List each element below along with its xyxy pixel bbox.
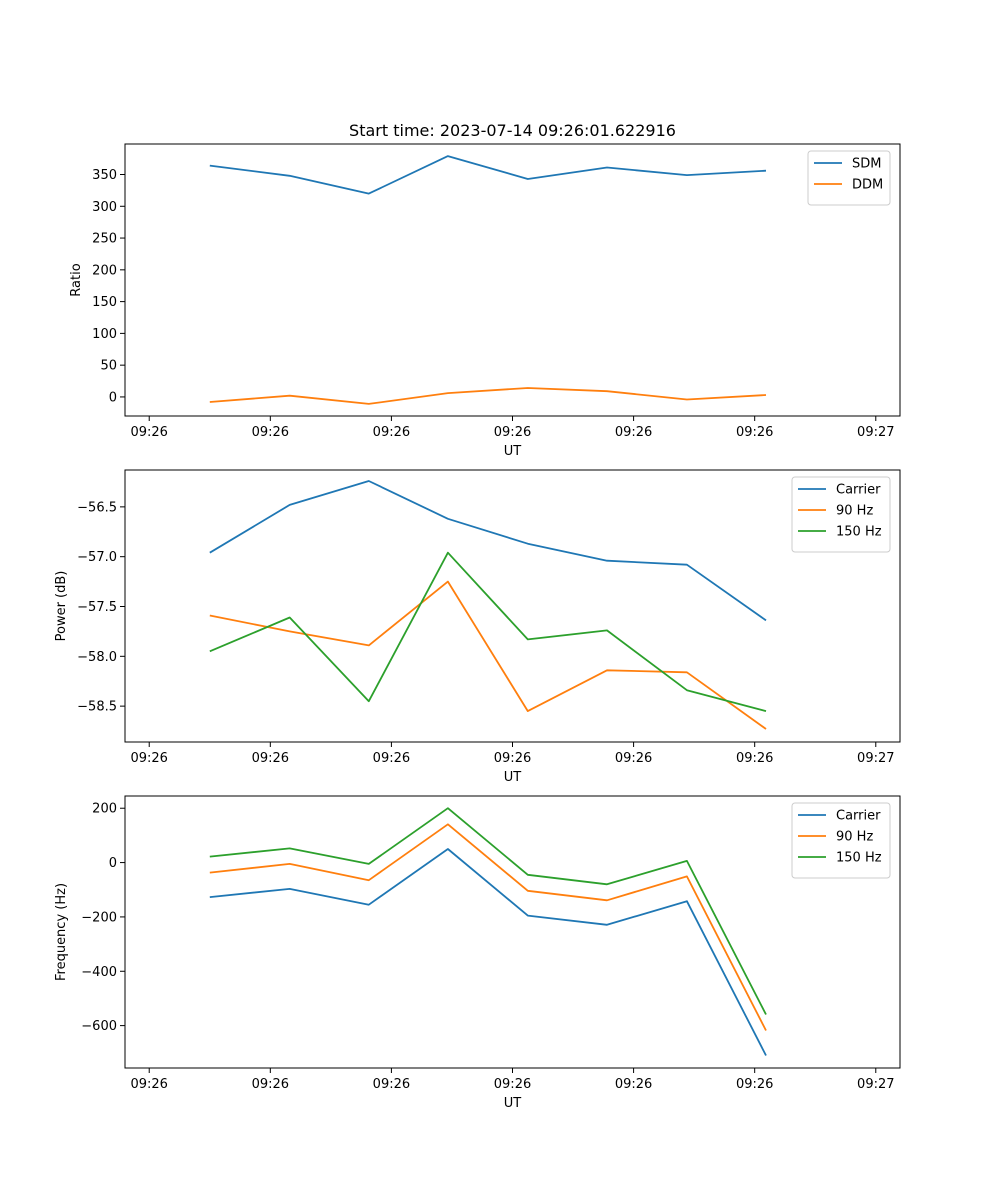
x-tick-label: 09:27 <box>857 1077 894 1092</box>
series-line-150-hz <box>209 807 767 1015</box>
y-axis-label: Ratio <box>69 263 84 296</box>
series-line-150-hz <box>209 551 767 712</box>
x-tick-label: 09:26 <box>252 751 289 766</box>
legend-label: Carrier <box>836 809 881 824</box>
y-tick-label: 0 <box>109 390 117 405</box>
x-tick-label: 09:26 <box>494 751 531 766</box>
y-tick-label: −57.5 <box>77 600 117 615</box>
x-tick-label: 09:26 <box>373 425 410 440</box>
x-tick-label: 09:26 <box>615 751 652 766</box>
y-tick-label: −400 <box>81 965 117 980</box>
legend-label: SDM <box>852 157 881 172</box>
series-line-carrier <box>209 848 767 1056</box>
panel-2: 09:26 09:26 09:26 09:26 09:26 09:26 09:27 −58.5… <box>54 469 901 785</box>
legend: Carrier 90 Hz 150 Hz <box>791 476 891 553</box>
x-axis-label: UT <box>504 444 522 459</box>
x-tick-label: 09:26 <box>736 425 773 440</box>
legend-label: 150 Hz <box>836 851 882 866</box>
y-tick-label: 50 <box>100 359 117 374</box>
x-tick-label: 09:27 <box>857 425 894 440</box>
axes-frame <box>124 469 901 743</box>
legend-box <box>791 802 891 879</box>
y-tick-label: −58.5 <box>77 700 117 715</box>
legend-label: 90 Hz <box>836 830 873 845</box>
y-tick-label: −200 <box>81 910 117 925</box>
x-tick-label: 09:26 <box>494 425 531 440</box>
y-tick-label: 200 <box>92 263 117 278</box>
series-line-90-hz <box>209 823 767 1031</box>
panel-1: Start time: 2023-07-14 09:26:01.622916 09… <box>69 121 901 459</box>
x-tick-label: 09:26 <box>130 751 167 766</box>
x-axis-label: UT <box>504 770 522 785</box>
legend-box <box>791 476 891 553</box>
x-tick-label: 09:26 <box>373 751 410 766</box>
x-axis-label: UT <box>504 1096 522 1111</box>
y-tick-label: 200 <box>92 802 117 817</box>
x-tick-label: 09:27 <box>857 751 894 766</box>
series-line-ddm <box>209 387 767 405</box>
legend: Carrier 90 Hz 150 Hz <box>791 802 891 879</box>
series-line-sdm <box>209 155 767 195</box>
y-tick-label: 150 <box>92 295 117 310</box>
y-tick-label: 0 <box>109 856 117 871</box>
x-tick-label: 09:26 <box>130 1077 167 1092</box>
axes-frame <box>124 795 901 1069</box>
y-axis-label: Frequency (Hz) <box>54 883 69 981</box>
legend-label: DDM <box>852 178 883 193</box>
y-tick-label: −56.5 <box>77 500 117 515</box>
y-tick-label: 300 <box>92 200 117 215</box>
x-tick-label: 09:26 <box>130 425 167 440</box>
panel-3: 09:26 09:26 09:26 09:26 09:26 09:26 09:27 −600 −… <box>54 795 901 1111</box>
y-tick-label: −58.0 <box>77 650 117 665</box>
y-tick-label: 100 <box>92 327 117 342</box>
series-line-carrier <box>209 480 767 622</box>
x-tick-label: 09:26 <box>736 751 773 766</box>
axes-frame <box>124 143 901 417</box>
legend: SDM DDM <box>807 150 891 206</box>
legend-label: Carrier <box>836 483 881 498</box>
x-tick-label: 09:26 <box>252 425 289 440</box>
x-tick-label: 09:26 <box>736 1077 773 1092</box>
series-line-90-hz <box>209 580 767 730</box>
legend-label: 90 Hz <box>836 504 873 519</box>
x-tick-label: 09:26 <box>615 425 652 440</box>
legend-label: 150 Hz <box>836 525 882 540</box>
legend-box <box>807 150 891 206</box>
chart-title: Start time: 2023-07-14 09:26:01.622916 <box>349 121 676 140</box>
y-tick-label: −600 <box>81 1019 117 1034</box>
x-tick-label: 09:26 <box>615 1077 652 1092</box>
x-tick-label: 09:26 <box>373 1077 410 1092</box>
y-tick-label: 350 <box>92 168 117 183</box>
y-axis-label: Power (dB) <box>54 571 69 642</box>
y-tick-label: −57.0 <box>77 550 117 565</box>
x-tick-label: 09:26 <box>494 1077 531 1092</box>
x-tick-label: 09:26 <box>252 1077 289 1092</box>
y-tick-label: 250 <box>92 232 117 247</box>
